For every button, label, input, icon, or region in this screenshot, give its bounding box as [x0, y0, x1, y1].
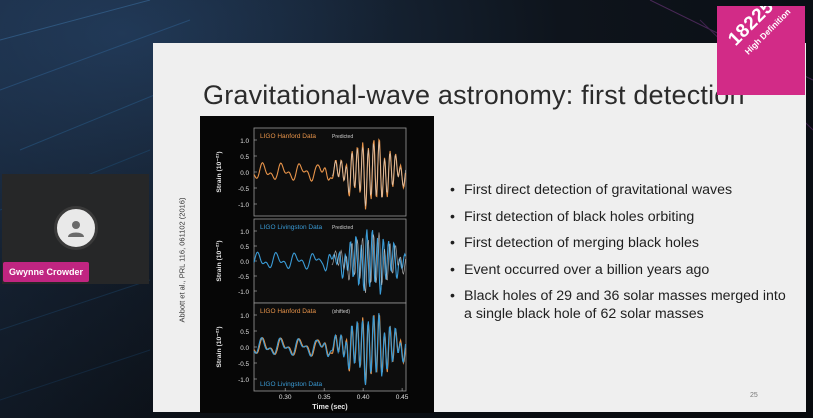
bullet-item: First direct detection of gravitational … [450, 181, 794, 199]
panel-label-2: LIGO Livingston Data [260, 381, 323, 388]
predicted-series [331, 232, 406, 294]
y-tick-label: 0.0 [240, 259, 249, 266]
slide-page-number: 25 [750, 392, 758, 399]
y-tick-label: -0.5 [238, 361, 249, 368]
y-tick-label: -1.0 [238, 377, 249, 384]
y-axis-label: Strain (10⁻²¹) [216, 326, 223, 367]
participant-name-tag: Gwynne Crowder [3, 262, 90, 282]
y-tick-label: 0.5 [240, 329, 249, 336]
y-tick-label: -0.5 [238, 186, 249, 193]
x-tick-label: 0.35 [318, 394, 331, 401]
panel-note: Predicted [332, 225, 353, 231]
x-tick-label: 0.30 [279, 394, 292, 401]
panel-label: LIGO Livingston Data [260, 224, 323, 231]
predicted-series [331, 141, 406, 207]
strain-series [253, 229, 407, 295]
ligo-strain-figure: 1.0 0.5 0.0 -0.5 -1.0 Strain (10⁻²¹) LIGO Hanf… [200, 116, 434, 413]
user-avatar-icon [54, 206, 98, 250]
strain-plots: 1.0 0.5 0.0 -0.5 -1.0 Strain (10⁻²¹) LIGO Hanf… [216, 127, 409, 411]
y-tick-label: -0.5 [238, 274, 249, 281]
panel-note: (shifted) [332, 309, 350, 315]
x-axis-label: Time (sec) [312, 402, 348, 411]
strain-series [253, 313, 407, 386]
y-tick-label: -1.0 [238, 202, 249, 209]
y-tick-label: 0.5 [240, 244, 249, 251]
y-tick-label: 0.0 [240, 345, 249, 352]
bullet-item: First detection of merging black holes [450, 234, 794, 252]
bullet-item: Event occurred over a billion years ago [450, 261, 794, 279]
y-axis-label: Strain (10⁻²¹) [216, 240, 223, 281]
y-tick-label: 1.0 [240, 313, 249, 320]
y-tick-label: 0.5 [240, 154, 249, 161]
y-axis-label: Strain (10⁻²¹) [216, 151, 223, 192]
slide-title: Gravitational-wave astronomy: first dete… [203, 80, 745, 110]
y-tick-label: 0.0 [240, 170, 249, 177]
figure-citation: Abbott et al., PRL 116, 061102 (2016) [177, 197, 187, 323]
panel-note: Predicted [332, 134, 353, 140]
panel-label: LIGO Hanford Data [260, 308, 316, 315]
person-icon [68, 221, 84, 237]
x-tick-label: 0.40 [357, 394, 370, 401]
channel-logo: 18225 High Definition [717, 6, 805, 95]
panel-label: LIGO Hanford Data [260, 133, 316, 140]
y-tick-label: 1.0 [240, 229, 249, 236]
bullet-list: First direct detection of gravitational … [450, 181, 794, 332]
y-tick-label: -1.0 [238, 289, 249, 296]
presentation-slide: Gravitational-wave astronomy: first dete… [153, 43, 806, 412]
bullet-item: Black holes of 29 and 36 solar masses me… [450, 287, 794, 323]
y-tick-label: 1.0 [240, 138, 249, 145]
x-tick-label: 0.45 [396, 394, 409, 401]
bullet-item: First detection of black holes orbiting [450, 208, 794, 226]
